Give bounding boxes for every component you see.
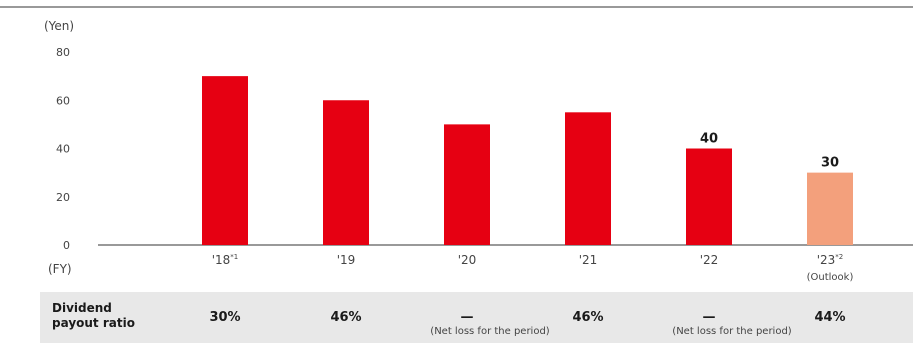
x-tick-note: (Outlook) bbox=[807, 272, 854, 283]
bar-value-label: 30 bbox=[821, 156, 839, 171]
y-tick-label: 60 bbox=[56, 94, 70, 107]
y-tick-label: 40 bbox=[56, 143, 70, 156]
x-tick-footnote-mark: *1 bbox=[230, 253, 238, 261]
payout-ratio-label-line2: payout ratio bbox=[52, 316, 135, 330]
bar bbox=[807, 172, 853, 245]
bar bbox=[444, 124, 490, 245]
dividend-chart: (Yen) 0 20 40 60 80 40 30 '18*1 '19 '20 '21 '22 '2… bbox=[0, 6, 913, 283]
payout-ratio-value: 30% bbox=[209, 310, 241, 325]
bar bbox=[686, 148, 732, 245]
x-tick-year: '18 bbox=[212, 253, 231, 267]
x-tick-year: '19 bbox=[337, 253, 356, 267]
payout-ratio-label: Dividend payout ratio bbox=[52, 301, 142, 331]
bar-value-label: 40 bbox=[700, 132, 718, 147]
x-axis-label: (FY) bbox=[48, 262, 72, 276]
bars bbox=[202, 76, 853, 245]
y-tick-label: 0 bbox=[63, 239, 70, 252]
payout-ratio-label-line1: Dividend bbox=[52, 301, 112, 315]
x-axis-labels: '18*1 '19 '20 '21 '22 '23*2 (Outlook) bbox=[212, 253, 854, 283]
payout-ratio-band bbox=[40, 292, 913, 343]
y-unit-label: (Yen) bbox=[44, 19, 74, 33]
x-tick-year: '23 bbox=[817, 253, 836, 267]
payout-ratio-value: 46% bbox=[330, 310, 362, 325]
x-tick-label: '21 bbox=[579, 253, 598, 267]
x-tick-label: '19 bbox=[337, 253, 356, 267]
y-axis-ticks: 0 20 40 60 80 bbox=[56, 46, 70, 252]
bar bbox=[202, 76, 248, 245]
x-tick-label: '18*1 bbox=[212, 253, 239, 267]
x-tick-year: '20 bbox=[458, 253, 477, 267]
payout-ratio-value: — bbox=[702, 310, 716, 325]
x-tick-year: '21 bbox=[579, 253, 598, 267]
x-tick-label: '23*2 bbox=[817, 253, 844, 267]
x-tick-footnote-mark: *2 bbox=[835, 253, 843, 261]
y-tick-label: 80 bbox=[56, 46, 70, 59]
bar bbox=[323, 100, 369, 245]
y-tick-label: 20 bbox=[56, 191, 70, 204]
x-tick-label: '22 bbox=[700, 253, 719, 267]
x-tick-year: '22 bbox=[700, 253, 719, 267]
payout-ratio-note: (Net loss for the period) bbox=[672, 326, 792, 337]
value-labels: 40 30 bbox=[700, 132, 839, 171]
bar bbox=[565, 112, 611, 245]
payout-ratio-value: 44% bbox=[814, 310, 846, 325]
payout-ratio-value: — bbox=[460, 310, 474, 325]
payout-ratio-value: 46% bbox=[572, 310, 604, 325]
x-tick-label: '20 bbox=[458, 253, 477, 267]
payout-ratio-note: (Net loss for the period) bbox=[430, 326, 550, 337]
